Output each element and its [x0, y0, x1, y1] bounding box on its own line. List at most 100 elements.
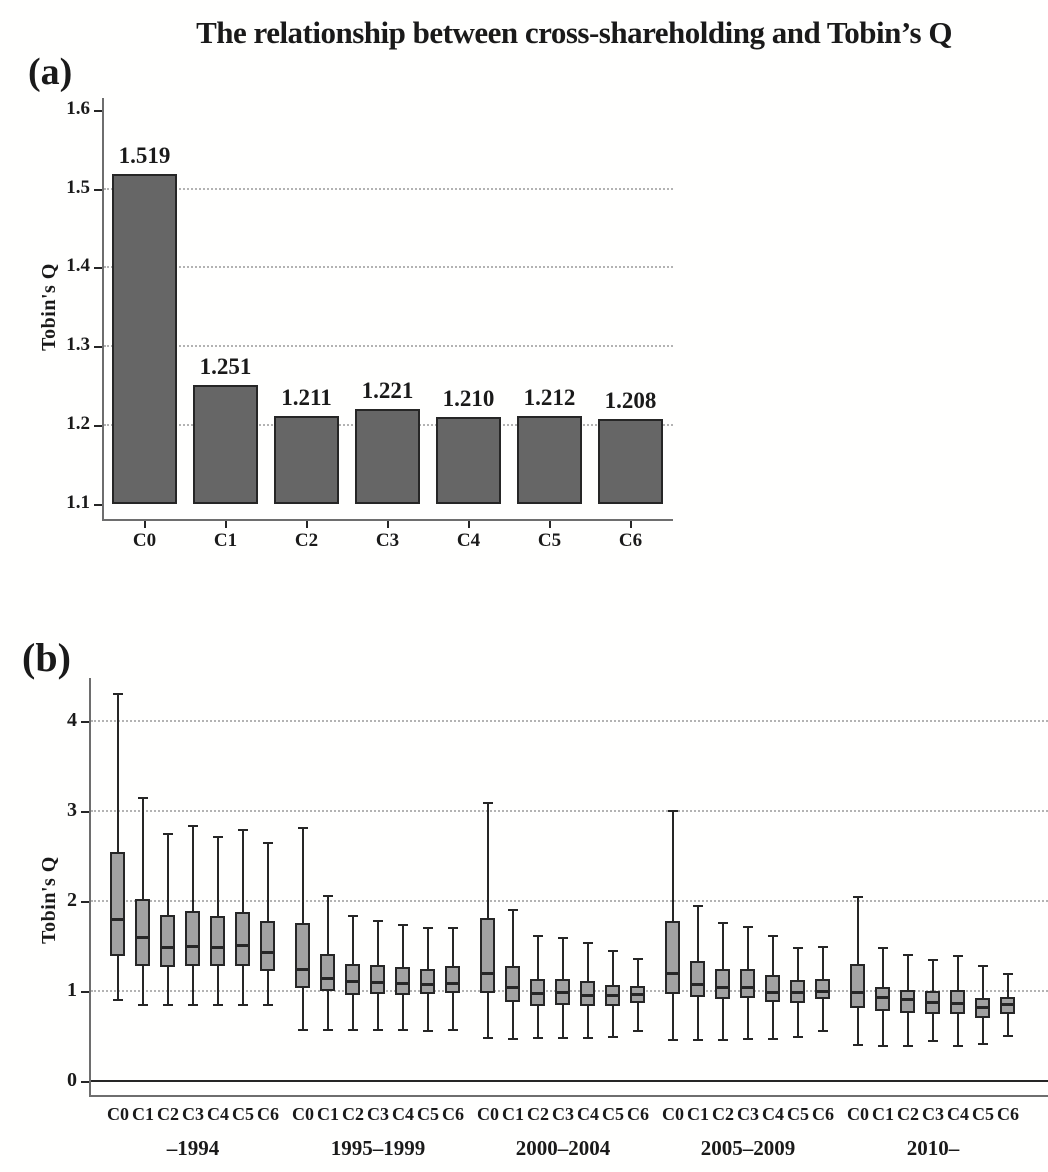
bar-C4: [436, 417, 501, 504]
whisker-cap-low: [903, 1045, 913, 1047]
box-–1994-C1: [135, 899, 150, 966]
group-label: 1995–1999: [330, 1136, 426, 1160]
box-2010–-C1: [875, 987, 890, 1011]
x-axis-spine: [102, 519, 673, 521]
box-–1994-C2: [160, 915, 175, 967]
whisker-cap-high: [668, 810, 678, 812]
median-line: [506, 986, 519, 989]
whisker-cap-low: [163, 1004, 173, 1006]
median-line: [186, 945, 199, 948]
whisker-cap-low: [718, 1039, 728, 1041]
y-tick: [81, 811, 89, 813]
x-category-label: C1: [872, 1104, 894, 1124]
whisker-cap-low: [113, 999, 123, 1001]
median-line: [346, 980, 359, 983]
whisker-cap-high: [718, 922, 728, 924]
box-2005–2009-C0: [665, 921, 680, 994]
whisker-cap-low: [508, 1038, 518, 1040]
box-–1994-C6: [260, 921, 275, 971]
whisker-cap-low: [533, 1037, 543, 1039]
box-–1994-C3: [185, 911, 200, 966]
median-line: [446, 982, 459, 985]
y-tick-label: 1: [67, 979, 77, 1001]
bar-C5: [517, 416, 582, 504]
y-tick-label: 0: [67, 1069, 77, 1091]
whisker-cap-high: [853, 896, 863, 898]
whisker-cap-low: [213, 1004, 223, 1006]
bar-value-label: 1.251: [199, 354, 252, 379]
x-category-label: C6: [257, 1104, 279, 1124]
y-axis-spine: [89, 678, 91, 1097]
box-–1994-C0: [110, 852, 125, 956]
median-line: [236, 944, 249, 947]
bar-value-label: 1.212: [523, 385, 576, 410]
median-line: [791, 991, 804, 994]
x-category-label: C1: [132, 1104, 154, 1124]
whisker-cap-high: [743, 926, 753, 928]
median-line: [481, 972, 494, 975]
x-category-label: C1: [502, 1104, 524, 1124]
box-1995–1999-C0: [295, 923, 310, 988]
whisker-cap-high: [558, 937, 568, 939]
whisker-cap-low: [768, 1038, 778, 1040]
whisker-cap-low: [238, 1004, 248, 1006]
median-line: [296, 968, 309, 971]
y-tick: [94, 267, 102, 269]
panel-a-label: (a): [28, 51, 73, 93]
whisker-cap-high: [953, 955, 963, 957]
whisker-cap-high: [483, 802, 493, 804]
x-category-label: C5: [972, 1104, 994, 1124]
x-category-label: C6: [627, 1104, 649, 1124]
median-line: [111, 918, 124, 921]
median-line: [371, 981, 384, 984]
whisker-cap-high: [508, 909, 518, 911]
median-line: [396, 982, 409, 985]
y-tick-label: 1.6: [66, 98, 90, 119]
whisker-cap-high: [533, 935, 543, 937]
median-line: [211, 946, 224, 949]
x-tick: [549, 521, 551, 528]
box-1995–1999-C2: [345, 964, 360, 995]
x-category-label: C4: [762, 1104, 784, 1124]
whisker-cap-high: [633, 958, 643, 960]
x-tick-label: C2: [294, 530, 319, 551]
whisker-cap-low: [348, 1029, 358, 1031]
gridline: [104, 345, 673, 347]
median-line: [876, 996, 889, 999]
x-tick-label: C5: [537, 530, 562, 551]
box-1995–1999-C1: [320, 954, 335, 991]
x-tick-label: C4: [456, 530, 481, 551]
whisker-cap-high: [138, 797, 148, 799]
median-line: [851, 991, 864, 994]
whisker-–1994-C0: [117, 694, 119, 1000]
gridline: [91, 810, 1048, 812]
y-tick-label: 1.4: [66, 255, 90, 276]
x-axis-spine: [89, 1095, 1048, 1097]
x-tick-label: C6: [618, 530, 643, 551]
x-tick: [306, 521, 308, 528]
whisker-cap-low: [743, 1038, 753, 1040]
whisker-cap-high: [903, 954, 913, 956]
whisker-cap-low: [953, 1045, 963, 1047]
panel-b-label: (b): [22, 635, 71, 680]
x-category-label: C0: [662, 1104, 684, 1124]
gridline: [91, 900, 1048, 902]
median-line: [261, 951, 274, 954]
box-1995–1999-C6: [445, 966, 460, 993]
whisker-cap-low: [583, 1037, 593, 1039]
box-2005–2009-C6: [815, 979, 830, 999]
box-2010–-C0: [850, 964, 865, 1008]
x-tick-label: C1: [213, 530, 238, 551]
whisker-cap-high: [373, 920, 383, 922]
whisker-cap-low: [423, 1030, 433, 1032]
median-line: [161, 946, 174, 949]
y-tick-label: 1.5: [66, 177, 90, 198]
median-line: [581, 994, 594, 997]
whisker-cap-low: [398, 1029, 408, 1031]
median-line: [631, 993, 644, 996]
whisker-cap-low: [633, 1030, 643, 1032]
whisker-cap-low: [928, 1040, 938, 1042]
x-category-label: C3: [922, 1104, 944, 1124]
x-tick: [468, 521, 470, 528]
